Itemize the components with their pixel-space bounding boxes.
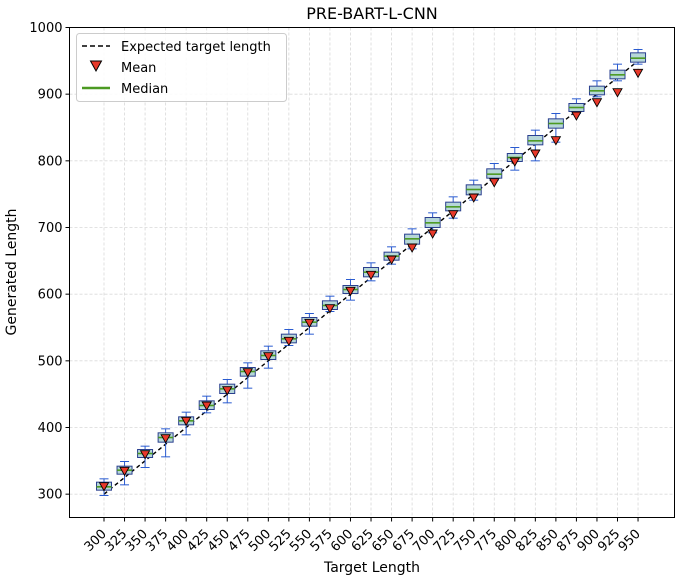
mean-marker <box>345 286 356 297</box>
y-tick-label: 300 <box>38 488 63 503</box>
mean-marker <box>324 304 336 314</box>
mean-marker <box>283 336 295 347</box>
y-axis-label: Generated Length <box>4 208 20 335</box>
box-group <box>630 49 647 65</box>
legend-expected-label: Expected target length <box>121 40 271 55</box>
mean-marker <box>591 98 603 108</box>
mean-marker <box>365 270 377 281</box>
x-axis-label: Target Length <box>323 560 420 576</box>
y-tick-label: 900 <box>38 88 63 103</box>
mean-marker <box>530 149 541 159</box>
y-tick-label: 1000 <box>29 21 62 36</box>
legend-mean-swatch <box>89 60 103 73</box>
y-tick-label: 600 <box>38 288 63 303</box>
box-group <box>588 80 605 98</box>
y-axis-ticks: 300 400 500 600 700 800 900 1000 <box>29 21 70 503</box>
mean-marker <box>201 401 212 411</box>
mean-marker <box>406 243 418 253</box>
mean-marker <box>180 416 192 427</box>
mean-marker <box>98 482 110 492</box>
mean-marker <box>468 193 479 203</box>
legend-frame <box>76 33 287 102</box>
means-layer <box>98 68 644 492</box>
y-tick-label: 800 <box>38 154 63 169</box>
mean-marker <box>160 434 171 444</box>
mean-marker <box>427 229 438 239</box>
mean-marker <box>119 466 130 477</box>
mean-marker <box>632 68 644 79</box>
mean-marker <box>612 88 623 98</box>
y-tick-label: 400 <box>38 421 63 436</box>
box-group <box>609 63 626 82</box>
y-tick-label: 700 <box>38 221 63 236</box>
mean-marker <box>488 178 500 188</box>
chart-title: PRE-BART-L-CNN <box>306 4 438 23</box>
legend-median-label: Median <box>121 82 168 97</box>
mean-marker <box>386 255 397 265</box>
plot-area-frame <box>69 27 675 518</box>
mean-marker <box>139 450 151 460</box>
mean-marker <box>263 352 274 362</box>
mean-marker <box>242 368 254 378</box>
mean-marker <box>221 386 233 396</box>
mean-marker <box>447 210 459 220</box>
mean-marker <box>509 157 521 167</box>
y-tick-label: 500 <box>38 354 63 369</box>
legend-mean-label: Mean <box>121 61 156 76</box>
mean-marker <box>304 318 315 329</box>
mean-marker <box>571 111 582 121</box>
mean-marker <box>550 136 562 146</box>
legend: Expected target length Mean Median <box>76 33 287 102</box>
